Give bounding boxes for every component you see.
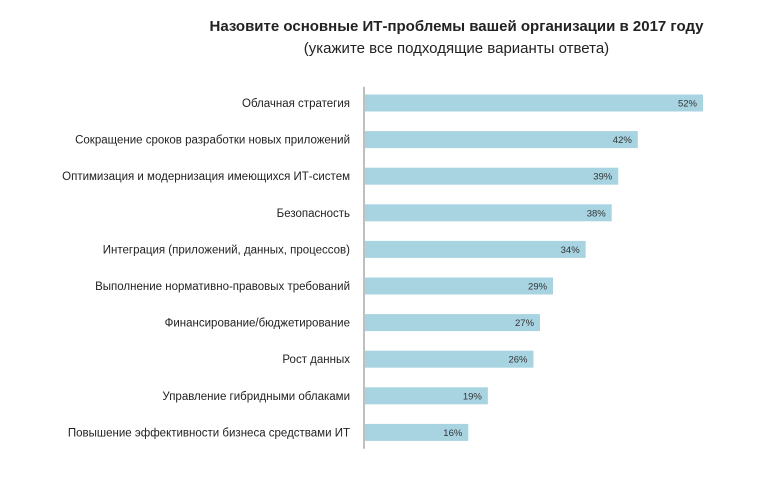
value-label: 16%: [443, 428, 463, 439]
category-label: Выполнение нормативно-правовых требовани…: [95, 281, 350, 293]
bar: [365, 387, 488, 405]
category-label: Оптимизация и модернизация имеющихся ИТ-…: [62, 171, 350, 183]
bar: [365, 131, 638, 149]
value-label: 27%: [515, 318, 535, 329]
chart-title: Назовите основные ИТ-проблемы вашей орга…: [209, 18, 704, 35]
bar: [365, 94, 703, 112]
category-label: Управление гибридными облаками: [162, 391, 350, 403]
value-label: 19%: [463, 391, 483, 402]
value-label: 38%: [587, 208, 607, 219]
category-label: Интеграция (приложений, данных, процессо…: [103, 244, 350, 256]
value-label: 39%: [593, 172, 613, 183]
value-label: 29%: [528, 282, 548, 293]
bar: [365, 204, 612, 222]
category-label: Облачная стратегия: [242, 98, 350, 110]
value-label: 26%: [508, 355, 528, 366]
category-label: Сокращение сроков разработки новых прило…: [75, 135, 350, 147]
chart-subtitle: (укажите все подходящие варианты ответа): [303, 40, 610, 57]
bar: [365, 423, 469, 441]
bar: [365, 277, 554, 295]
value-label: 34%: [561, 245, 581, 256]
value-label: 42%: [613, 135, 633, 146]
category-label: Безопасность: [277, 208, 350, 220]
bar: [365, 240, 586, 258]
category-label: Рост данных: [282, 354, 350, 366]
bar: [365, 314, 541, 332]
value-label: 52%: [678, 99, 698, 110]
bar: [365, 167, 619, 185]
category-label: Повышение эффективности бизнеса средства…: [68, 427, 350, 439]
bar: [365, 350, 534, 368]
category-label: Финансирование/бюджетирование: [165, 318, 350, 330]
